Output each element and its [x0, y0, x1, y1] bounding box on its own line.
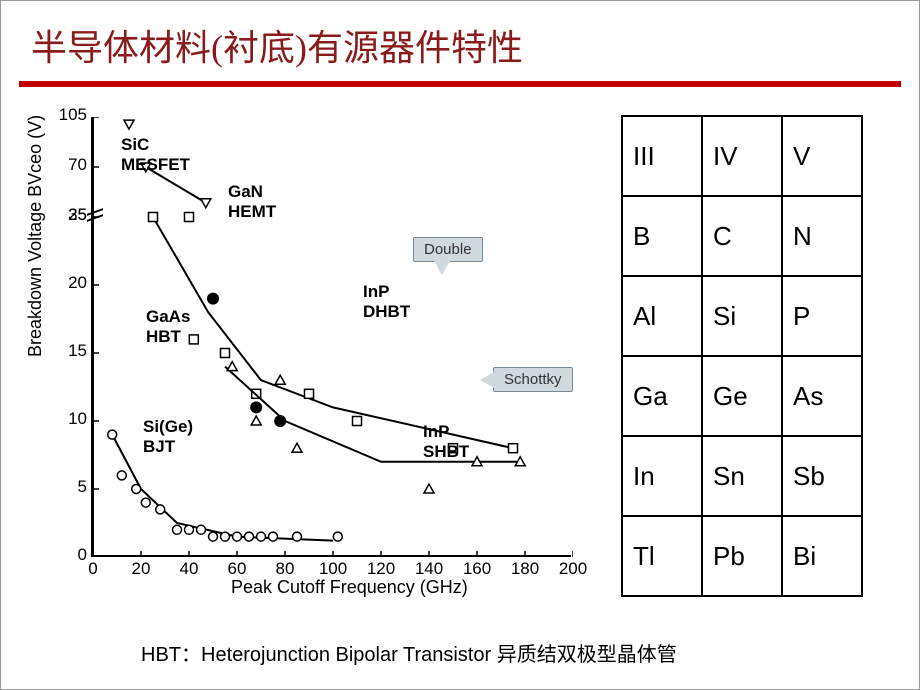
xtick: 100: [319, 555, 347, 579]
xtick: 200: [559, 555, 587, 579]
periodic-cell: As: [782, 356, 862, 436]
periodic-cell: V: [782, 116, 862, 196]
chart-ylabel: Breakdown Voltage BVceo (V): [25, 115, 46, 357]
series-label: Si(Ge)BJT: [143, 417, 193, 457]
ytick: 70: [68, 155, 93, 175]
periodic-cell: Ga: [622, 356, 702, 436]
ytick: 15: [68, 341, 93, 361]
xtick: 60: [228, 555, 247, 579]
periodic-cell: Si: [702, 276, 782, 356]
series-label: GaAsHBT: [146, 307, 190, 347]
title-bar: 半导体材料(衬底)有源器件特性: [1, 1, 919, 81]
series-label: InPDHBT: [363, 282, 410, 322]
periodic-cell: IV: [702, 116, 782, 196]
content-area: Breakdown Voltage BVceo (V) Peak Cutoff …: [1, 87, 919, 617]
chart-xlabel: Peak Cutoff Frequency (GHz): [231, 577, 468, 598]
xtick: 180: [511, 555, 539, 579]
periodic-cell: Al: [622, 276, 702, 356]
xtick: 120: [367, 555, 395, 579]
chart-plot-area: 0204060801001201401601802000510152025357…: [91, 117, 571, 557]
ytick: 20: [68, 273, 93, 293]
periodic-cell: In: [622, 436, 702, 516]
periodic-cell: Tl: [622, 516, 702, 596]
periodic-cell: C: [702, 196, 782, 276]
periodic-cell: Sn: [702, 436, 782, 516]
ytick: 105: [59, 105, 93, 125]
periodic-cell: Ge: [702, 356, 782, 436]
periodic-cell: P: [782, 276, 862, 356]
xtick: 20: [132, 555, 151, 579]
periodic-cell: III: [622, 116, 702, 196]
page-title: 半导体材料(衬底)有源器件特性: [31, 28, 523, 68]
ytick: 0: [78, 545, 93, 565]
periodic-cell: B: [622, 196, 702, 276]
periodic-cell: Pb: [702, 516, 782, 596]
series-label: InPSHBT: [423, 422, 469, 462]
ytick: 5: [78, 477, 93, 497]
xtick: 160: [463, 555, 491, 579]
callout-label: Schottky: [493, 367, 573, 392]
xtick: 40: [180, 555, 199, 579]
xtick: 80: [276, 555, 295, 579]
periodic-cell: Bi: [782, 516, 862, 596]
series-label: GaNHEMT: [228, 182, 276, 222]
breakdown-voltage-chart: Breakdown Voltage BVceo (V) Peak Cutoff …: [31, 107, 591, 597]
periodic-table: IIIIVVBCN AlSiP GaGeAs InSnSb TlPbBi: [621, 115, 863, 597]
xtick: 140: [415, 555, 443, 579]
ytick: 10: [68, 409, 93, 429]
callout-label: Double: [413, 237, 483, 262]
footer-note: HBT：Heterojunction Bipolar Transistor 异质…: [141, 638, 677, 667]
periodic-cell: Sb: [782, 436, 862, 516]
series-label: SiCMESFET: [121, 135, 190, 175]
periodic-cell: N: [782, 196, 862, 276]
